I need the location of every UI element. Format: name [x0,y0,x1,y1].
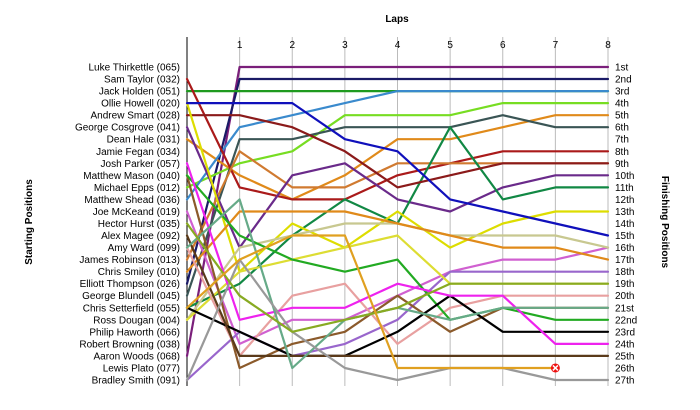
finishing-position-labels: 1st2nd3rd4th5th6th7th8th9th10th11th12th1… [615,63,637,387]
starting-position-label: Sam Taylor (032) [104,75,180,86]
starting-position-label: Chris Smiley (010) [98,267,180,278]
starting-position-label: Josh Parker (057) [101,159,180,170]
lap-tick-label: 1 [237,40,243,51]
driver-position-line [185,114,610,297]
retired-marker [550,363,560,373]
finishing-position-label: 14th [615,219,634,230]
driver-position-line [185,294,610,357]
driver-position-line [185,101,610,189]
driver-position-line [185,162,610,345]
driver-position-line [185,246,610,357]
driver-position-line [185,114,610,201]
top-axis-title: Laps [385,14,409,25]
driver-position-line [185,222,610,333]
driver-position-line [185,234,557,370]
driver-position-line [185,114,610,189]
starting-position-label: Lewis Plato (077) [103,363,180,374]
lap-tick-label: 6 [500,40,506,51]
finishing-position-label: 10th [615,171,634,182]
finishing-position-label: 25th [615,351,634,362]
starting-position-label: Michael Epps (012) [94,183,180,194]
finishing-position-label: 20th [615,291,634,302]
starting-position-label: Amy Ward (099) [108,243,180,254]
finishing-position-label: 22nd [615,315,637,326]
driver-position-line [185,77,610,201]
starting-position-label: Ross Dougan (004) [93,315,180,326]
finishing-position-label: 27th [615,376,634,387]
starting-position-label: Andrew Smart (028) [91,111,180,122]
driver-position-line [185,234,610,357]
driver-position-lines [185,65,610,382]
starting-position-label: Luke Thirkettle (065) [88,63,180,74]
left-axis-title: Starting Positions [24,179,35,265]
driver-position-line [185,174,610,321]
driver-position-line [185,210,610,273]
lap-tick-label: 7 [553,40,559,51]
driver-position-line [185,65,610,357]
lap-tick-label: 2 [289,40,295,51]
starting-position-label: George Cosgrove (041) [75,123,180,134]
driver-position-line [185,258,610,382]
starting-position-label: Matthew Shead (036) [84,195,180,206]
driver-position-line [185,77,610,285]
finishing-position-label: 6th [615,123,629,134]
finishing-position-label: 19th [615,279,634,290]
right-axis-title: Finishing Positions [659,176,670,269]
finishing-position-label: 26th [615,363,634,374]
starting-position-label: Robert Browning (038) [79,339,180,350]
starting-position-label: Aaron Woods (068) [93,351,180,362]
starting-position-label: Bradley Smith (091) [92,376,180,387]
starting-position-labels: Luke Thirkettle (065)Sam Taylor (032)Jac… [75,63,180,387]
finishing-position-label: 8th [615,147,629,158]
finishing-position-label: 5th [615,111,629,122]
lap-tick-label: 8 [605,40,611,51]
starting-position-label: Jack Holden (051) [99,87,180,98]
driver-position-line [185,126,610,249]
starting-position-label: Jamie Fegan (034) [96,147,180,158]
finishing-position-label: 2nd [615,75,632,86]
lap-tick-label: 5 [447,40,453,51]
finishing-position-label: 13th [615,207,634,218]
lap-tick-label: 4 [395,40,401,51]
starting-position-label: George Blundell (045) [82,291,180,302]
starting-position-label: Chris Setterfield (055) [83,303,180,314]
finishing-position-label: 21st [615,303,634,314]
finishing-position-label: 12th [615,195,634,206]
finishing-position-label: 9th [615,159,629,170]
finishing-position-label: 7th [615,135,629,146]
finishing-position-label: 16th [615,243,634,254]
retirement-markers [550,363,560,373]
finishing-position-label: 17th [615,255,634,266]
starting-position-label: James Robinson (013) [79,255,180,266]
starting-position-label: Dean Hale (031) [107,135,180,146]
starting-position-label: Philip Haworth (066) [89,327,180,338]
starting-position-label: Matthew Mason (040) [83,171,180,182]
finishing-position-label: 18th [615,267,634,278]
finishing-position-label: 1st [615,63,629,74]
starting-position-label: Alex Magee (092) [101,231,180,242]
finishing-position-label: 4th [615,99,629,110]
finishing-position-label: 15th [615,231,634,242]
starting-position-label: Joe McKeand (019) [93,207,180,218]
driver-position-line [185,101,610,237]
starting-position-label: Elliott Thompson (026) [80,279,180,290]
driver-position-line [185,89,610,201]
lap-tick-labels: 1 2 3 4 5 6 7 8 [237,40,611,51]
lap-tick-label: 3 [342,40,348,51]
starting-position-label: Ollie Howell (020) [101,99,180,110]
starting-position-label: Hector Hurst (035) [98,219,180,230]
finishing-position-label: 3rd [615,87,629,98]
finishing-position-label: 11th [615,183,634,194]
finishing-position-label: 23rd [615,327,635,338]
finishing-position-label: 24th [615,339,634,350]
